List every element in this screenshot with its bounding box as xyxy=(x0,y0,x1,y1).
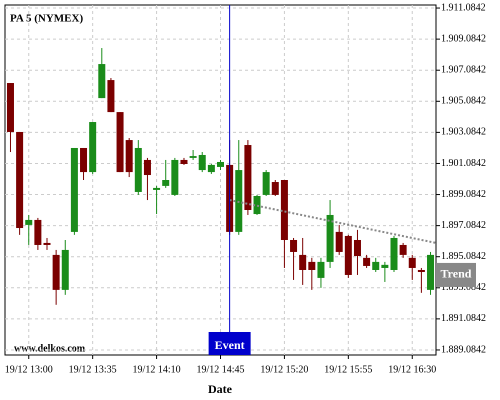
candle-body xyxy=(107,80,115,113)
y-tick-label: 1.911.0842 xyxy=(441,2,486,13)
x-tick-label: 19/12 15:20 xyxy=(260,364,308,375)
candle-body xyxy=(153,187,161,190)
candle-body xyxy=(317,261,325,278)
candle-body xyxy=(299,254,307,270)
y-tick-label: 1.901.0842 xyxy=(441,158,486,169)
candle-body xyxy=(16,131,24,229)
candle-body xyxy=(335,231,343,252)
candle-body xyxy=(381,264,389,268)
candle-body xyxy=(271,182,279,195)
candle-body xyxy=(308,261,316,270)
y-tick-label: 1.899.0842 xyxy=(441,189,486,200)
candle-body xyxy=(326,214,334,262)
candle-body xyxy=(427,254,435,290)
y-tick-label: 1.897.0842 xyxy=(441,220,486,231)
candle-body xyxy=(280,180,288,240)
candle-body xyxy=(290,239,298,252)
trend-label: Trend xyxy=(441,267,472,281)
x-tick-label: 19/12 13:35 xyxy=(69,364,117,375)
x-axis-label: Date xyxy=(208,382,233,396)
candle-body xyxy=(372,261,380,270)
candle-body xyxy=(61,249,69,290)
candle-body xyxy=(98,64,106,99)
candle-body xyxy=(253,196,261,215)
x-tick-label: 19/12 13:00 xyxy=(5,364,53,375)
event-label-box xyxy=(208,332,251,355)
candle-body xyxy=(198,154,206,171)
chart-title: PA 5 (NYMEX) xyxy=(10,13,83,25)
candle-body xyxy=(207,164,215,173)
x-tick-label: 19/12 15:55 xyxy=(324,364,372,375)
trend-line xyxy=(229,199,437,244)
candle-body xyxy=(344,235,352,275)
candle-body xyxy=(189,156,197,158)
candle-body xyxy=(262,172,270,195)
candle-body xyxy=(171,159,179,195)
y-tick-label: 1.895.0842 xyxy=(441,251,486,262)
candle-body xyxy=(217,161,224,167)
candle-body xyxy=(399,244,407,255)
x-tick-label: 19/12 16:30 xyxy=(388,364,436,375)
candle-body xyxy=(80,147,88,173)
x-tick-label: 19/12 14:45 xyxy=(196,364,244,375)
y-tick-label: 1.905.0842 xyxy=(441,96,486,107)
candle-body xyxy=(43,242,51,245)
candle-body xyxy=(25,219,33,225)
candle-body xyxy=(417,269,425,273)
event-label: Event xyxy=(215,338,245,352)
candle-body xyxy=(390,237,398,270)
y-tick-label: 1.907.0842 xyxy=(441,65,486,76)
candle-body xyxy=(134,147,142,192)
watermark: www.delkos.com xyxy=(14,343,86,354)
trend-label-box xyxy=(436,262,476,287)
candle-body xyxy=(180,159,188,164)
y-tick-label: 1.909.0842 xyxy=(441,33,486,44)
candle-body xyxy=(52,254,60,290)
y-tick-label: 1.889.0842 xyxy=(441,344,486,355)
candle-body xyxy=(162,180,170,186)
candle-body xyxy=(116,112,124,173)
candle-body xyxy=(363,257,371,266)
candle-body xyxy=(6,83,14,132)
candle-body xyxy=(408,257,416,268)
y-tick-label: 1.891.0842 xyxy=(441,313,486,324)
y-tick-label: 1.893.0842 xyxy=(441,282,486,293)
candle-body xyxy=(125,140,133,173)
candle-body xyxy=(34,219,42,245)
x-tick-label: 19/12 14:10 xyxy=(133,364,181,375)
candle-body xyxy=(70,147,78,232)
candle-body xyxy=(244,145,252,210)
candle-body xyxy=(89,122,97,173)
candle-body xyxy=(143,159,151,176)
y-tick-label: 1.903.0842 xyxy=(441,127,486,138)
candle-body xyxy=(353,239,361,256)
